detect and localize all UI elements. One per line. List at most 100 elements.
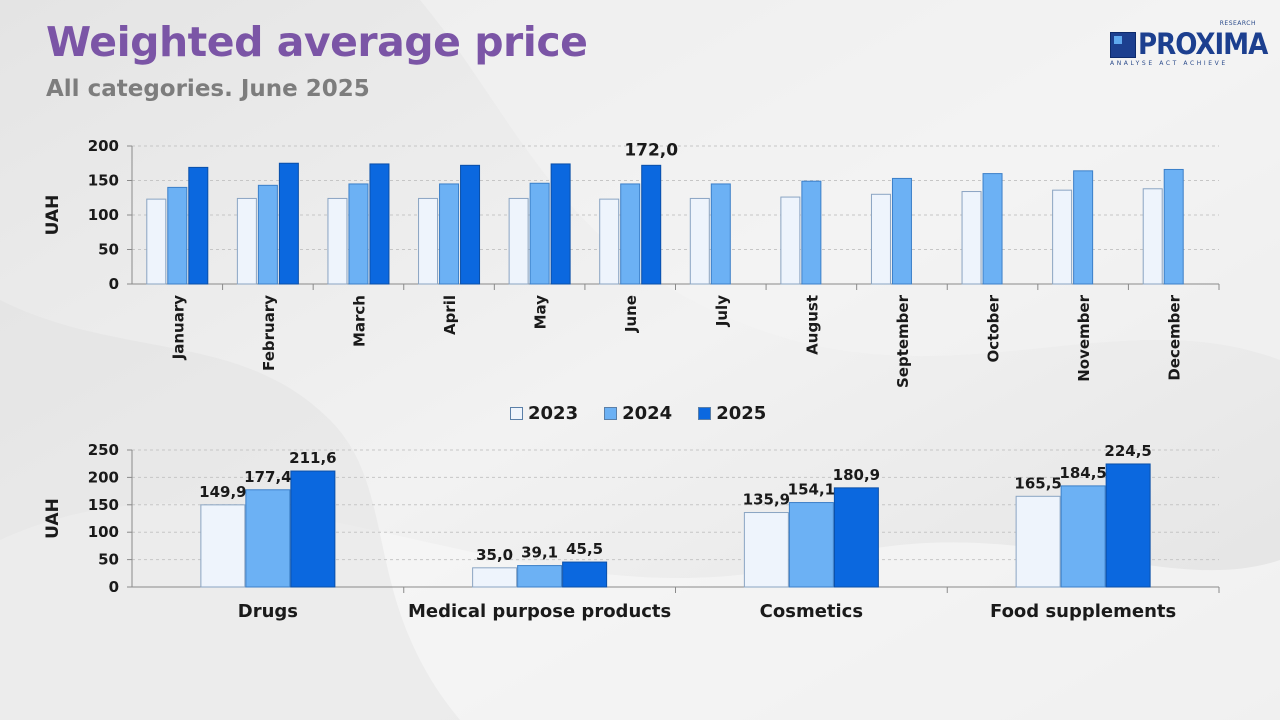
bar-2023-medical-purpose-products (472, 567, 518, 588)
legend-label-2025: 2025 (716, 403, 767, 424)
bar-2023-july (689, 197, 710, 285)
logo-mark-icon (1110, 32, 1136, 58)
bar-2025-medical-purpose-products (562, 561, 608, 588)
x-tick-label: Medical purpose products (408, 601, 671, 622)
bar-2023-january (146, 198, 167, 285)
x-tick-label: February (260, 295, 278, 371)
bar-2025-february (278, 162, 299, 285)
bar-2024-july (710, 183, 731, 285)
bar-2025-march (369, 163, 390, 285)
bar-2023-cosmetics (743, 512, 789, 588)
bar-2023-october (961, 191, 982, 285)
x-tick-label: October (985, 294, 1003, 362)
y-tick-label: 50 (98, 551, 119, 569)
y-tick-label: 200 (88, 468, 119, 486)
bar-2024-drugs (245, 489, 291, 588)
bar-2024-september (891, 177, 912, 285)
y-tick-label: 100 (88, 206, 119, 224)
x-tick-label: September (894, 294, 912, 388)
y-tick-label: 0 (109, 578, 119, 596)
legend-swatch-2024 (604, 407, 618, 420)
legend-swatch-2025 (698, 407, 712, 420)
logo-name: PROXIMA (1138, 27, 1268, 61)
data-label: 35,0 (476, 546, 513, 564)
bar-2024-cosmetics (788, 502, 834, 588)
data-label: 165,5 (1014, 474, 1061, 492)
x-tick-label: Food supplements (990, 601, 1176, 622)
bar-2025-june (641, 164, 662, 285)
bar-2024-april (439, 183, 460, 285)
chart-legend: 2023 2024 2025 (510, 403, 766, 424)
x-tick-label: December (1166, 294, 1184, 380)
bar-2025-food-supplements (1105, 463, 1151, 588)
y-tick-label: 150 (88, 496, 119, 514)
bar-2024-march (348, 183, 369, 285)
legend-item-2025: 2025 (698, 403, 766, 424)
bar-2024-november (1073, 170, 1094, 285)
data-label: 184,5 (1059, 464, 1106, 482)
bar-2023-november (1052, 189, 1073, 285)
y-tick-label: 100 (88, 523, 119, 541)
bar-2023-december (1142, 188, 1163, 285)
bar-2025-january (188, 166, 209, 285)
data-label: 45,5 (566, 540, 603, 558)
data-label: 180,9 (833, 466, 880, 484)
bar-2025-may (550, 163, 571, 285)
x-tick-label: Cosmetics (760, 601, 863, 622)
bar-2023-february (236, 197, 257, 285)
x-tick-label: Drugs (238, 601, 298, 622)
bar-2023-april (418, 197, 439, 285)
bar-2023-may (508, 197, 529, 285)
bar-2024-february (257, 184, 278, 285)
data-label: 211,6 (289, 449, 336, 467)
logo-superscript: RESEARCH (1219, 20, 1256, 27)
bar-2023-food-supplements (1015, 495, 1061, 588)
bar-2025-drugs (290, 470, 336, 588)
x-tick-label: July (713, 295, 731, 327)
legend-swatch-2023 (510, 407, 523, 420)
y-axis-label: UAH (43, 498, 63, 539)
bar-2024-june (620, 183, 641, 285)
data-label: 39,1 (521, 544, 558, 562)
page-title: Weighted average price (46, 18, 588, 66)
bar-2023-september (870, 193, 891, 285)
bar-2023-march (327, 197, 348, 285)
data-label: 135,9 (743, 491, 790, 509)
y-tick-label: 250 (88, 441, 119, 459)
data-label: 154,1 (788, 481, 835, 499)
bar-2023-june (599, 198, 620, 285)
x-tick-label: November (1075, 294, 1093, 381)
y-tick-label: 150 (88, 172, 119, 190)
logo-tagline: ANALYSE ACT ACHIEVE (1110, 60, 1228, 67)
x-tick-label: August (803, 295, 821, 355)
legend-label-2024: 2024 (622, 403, 673, 424)
bar-2024-december (1163, 168, 1184, 285)
bar-2024-january (167, 186, 188, 285)
bar-2025-april (460, 164, 481, 285)
bar-2023-august (780, 196, 801, 285)
proxima-logo: RESEARCH PROXIMA ANALYSE ACT ACHIEVE (1108, 20, 1268, 68)
bar-2024-medical-purpose-products (517, 565, 563, 588)
y-axis-label: UAH (43, 195, 63, 236)
x-tick-label: June (622, 295, 640, 333)
x-tick-label: March (350, 295, 368, 347)
legend-item-2024: 2024 (604, 403, 672, 424)
bar-2024-august (801, 180, 822, 285)
data-label: 149,9 (199, 483, 246, 501)
legend-item-2023: 2023 (510, 403, 578, 424)
bar-2025-cosmetics (833, 487, 879, 588)
bar-2024-october (982, 173, 1003, 285)
y-tick-label: 200 (88, 137, 119, 155)
x-tick-label: April (441, 295, 459, 335)
y-tick-label: 50 (98, 241, 119, 259)
bar-2023-drugs (200, 504, 246, 588)
bar-2024-food-supplements (1060, 485, 1106, 588)
y-tick-label: 0 (109, 275, 119, 293)
bar-2024-may (529, 182, 550, 285)
x-tick-label: May (532, 295, 550, 330)
x-tick-label: January (169, 295, 187, 361)
data-label: 224,5 (1104, 442, 1151, 460)
data-label: 177,4 (244, 468, 291, 486)
